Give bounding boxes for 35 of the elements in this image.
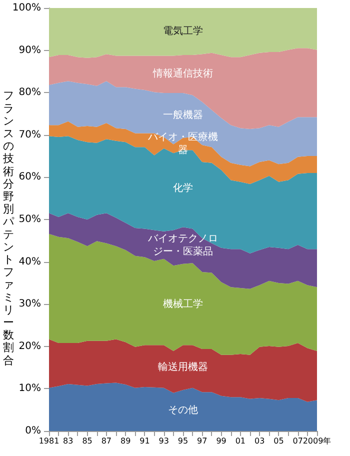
series-label: 情報通信技術 — [152, 67, 213, 80]
y-tick-label: 10% — [18, 383, 41, 394]
x-tick-label: 99 — [216, 436, 226, 446]
y-tick-label: 60% — [18, 172, 41, 183]
x-tick-label: 03 — [254, 436, 265, 446]
x-tick-label: 95 — [178, 436, 188, 446]
series-label: 化学 — [173, 182, 193, 194]
x-tick-label: 93 — [158, 436, 169, 446]
y-tick-label: 20% — [18, 340, 41, 352]
y-tick-label: 30% — [18, 298, 41, 310]
series-label: 輸送用機器 — [158, 361, 208, 374]
x-tick-label: 89 — [120, 436, 131, 446]
series-label: 機械工学 — [163, 298, 203, 310]
series-label: バイオテクノロジー・医薬品 — [147, 234, 218, 258]
y-tick-label: 50% — [18, 214, 41, 225]
y-tick-label: 80% — [18, 87, 41, 98]
series-label: その他 — [168, 404, 198, 416]
x-tick-label: 05 — [274, 436, 284, 446]
y-tick-label: 40% — [18, 256, 41, 268]
text: フランスの技術分野別パテントファミリー数割合 — [3, 89, 14, 367]
y-tick-label: 70% — [18, 129, 41, 140]
y-tick-label: 0% — [25, 426, 41, 436]
series-label: 電気工学 — [163, 24, 203, 37]
x-tick-label: 85 — [82, 436, 92, 446]
series-label: 一般機器 — [163, 108, 203, 121]
y-tick-label: 90% — [18, 44, 41, 56]
x-tick-label: 1981 — [38, 436, 60, 446]
x-tick-label: 91 — [140, 436, 150, 446]
x-tick-label: 07 — [292, 436, 303, 446]
x-tick-label: 83 — [63, 436, 74, 446]
y-tick-label: 100% — [12, 2, 41, 14]
x-tick-label: 01 — [235, 436, 246, 446]
x-tick-label: 2009年 — [302, 436, 332, 446]
x-tick-label: 87 — [101, 436, 112, 446]
x-tick-label: 97 — [197, 436, 208, 446]
